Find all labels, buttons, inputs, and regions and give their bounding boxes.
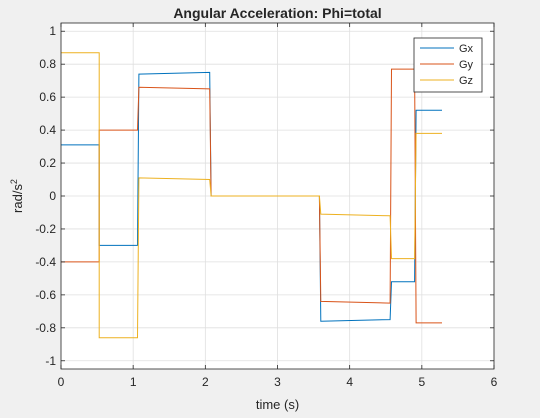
x-axis-label: time (s) bbox=[256, 397, 299, 412]
chart-title: Angular Acceleration: Phi=total bbox=[173, 5, 381, 21]
y-tick-label: -0.8 bbox=[35, 321, 56, 335]
y-tick-label: -1 bbox=[45, 354, 56, 368]
legend-label-gx: Gx bbox=[459, 43, 474, 55]
x-tick-label: 6 bbox=[491, 375, 498, 389]
y-tick-label: 0.8 bbox=[39, 57, 56, 71]
x-tick-label: 1 bbox=[130, 375, 137, 389]
legend: Gx Gy Gz bbox=[413, 37, 483, 93]
grid-lines bbox=[60, 23, 495, 369]
y-axis-label: rad/s2 bbox=[9, 179, 25, 213]
axis-ticks: 0 1 2 3 4 5 6 -1 -0.8 -0.6 -0.4 -0.2 0 0.2 0.4 0.6 0.8 1 bbox=[35, 23, 498, 389]
legend-label-gy: Gy bbox=[459, 59, 474, 71]
y-axis-label-exponent: 2 bbox=[9, 179, 19, 184]
legend-label-gz: Gz bbox=[459, 75, 473, 87]
series-lines bbox=[61, 52, 442, 339]
x-tick-label: 3 bbox=[274, 375, 281, 389]
legend-box bbox=[413, 37, 483, 93]
y-tick-label: 1 bbox=[49, 24, 56, 38]
y-tick-label: -0.6 bbox=[35, 288, 56, 302]
x-tick-label: 5 bbox=[418, 375, 425, 389]
y-tick-label: -0.2 bbox=[35, 222, 56, 236]
y-tick-label: 0.4 bbox=[39, 123, 56, 137]
y-tick-label: 0.2 bbox=[39, 156, 56, 170]
y-tick-label: 0.6 bbox=[39, 90, 56, 104]
x-tick-label: 0 bbox=[58, 375, 65, 389]
y-tick-label: 0 bbox=[49, 189, 56, 203]
x-tick-label: 2 bbox=[202, 375, 209, 389]
x-tick-label: 4 bbox=[346, 375, 353, 389]
y-axis-label-unit: rad/s bbox=[10, 184, 25, 213]
y-tick-label: -0.4 bbox=[35, 255, 56, 269]
series-line-gz bbox=[61, 52, 442, 339]
